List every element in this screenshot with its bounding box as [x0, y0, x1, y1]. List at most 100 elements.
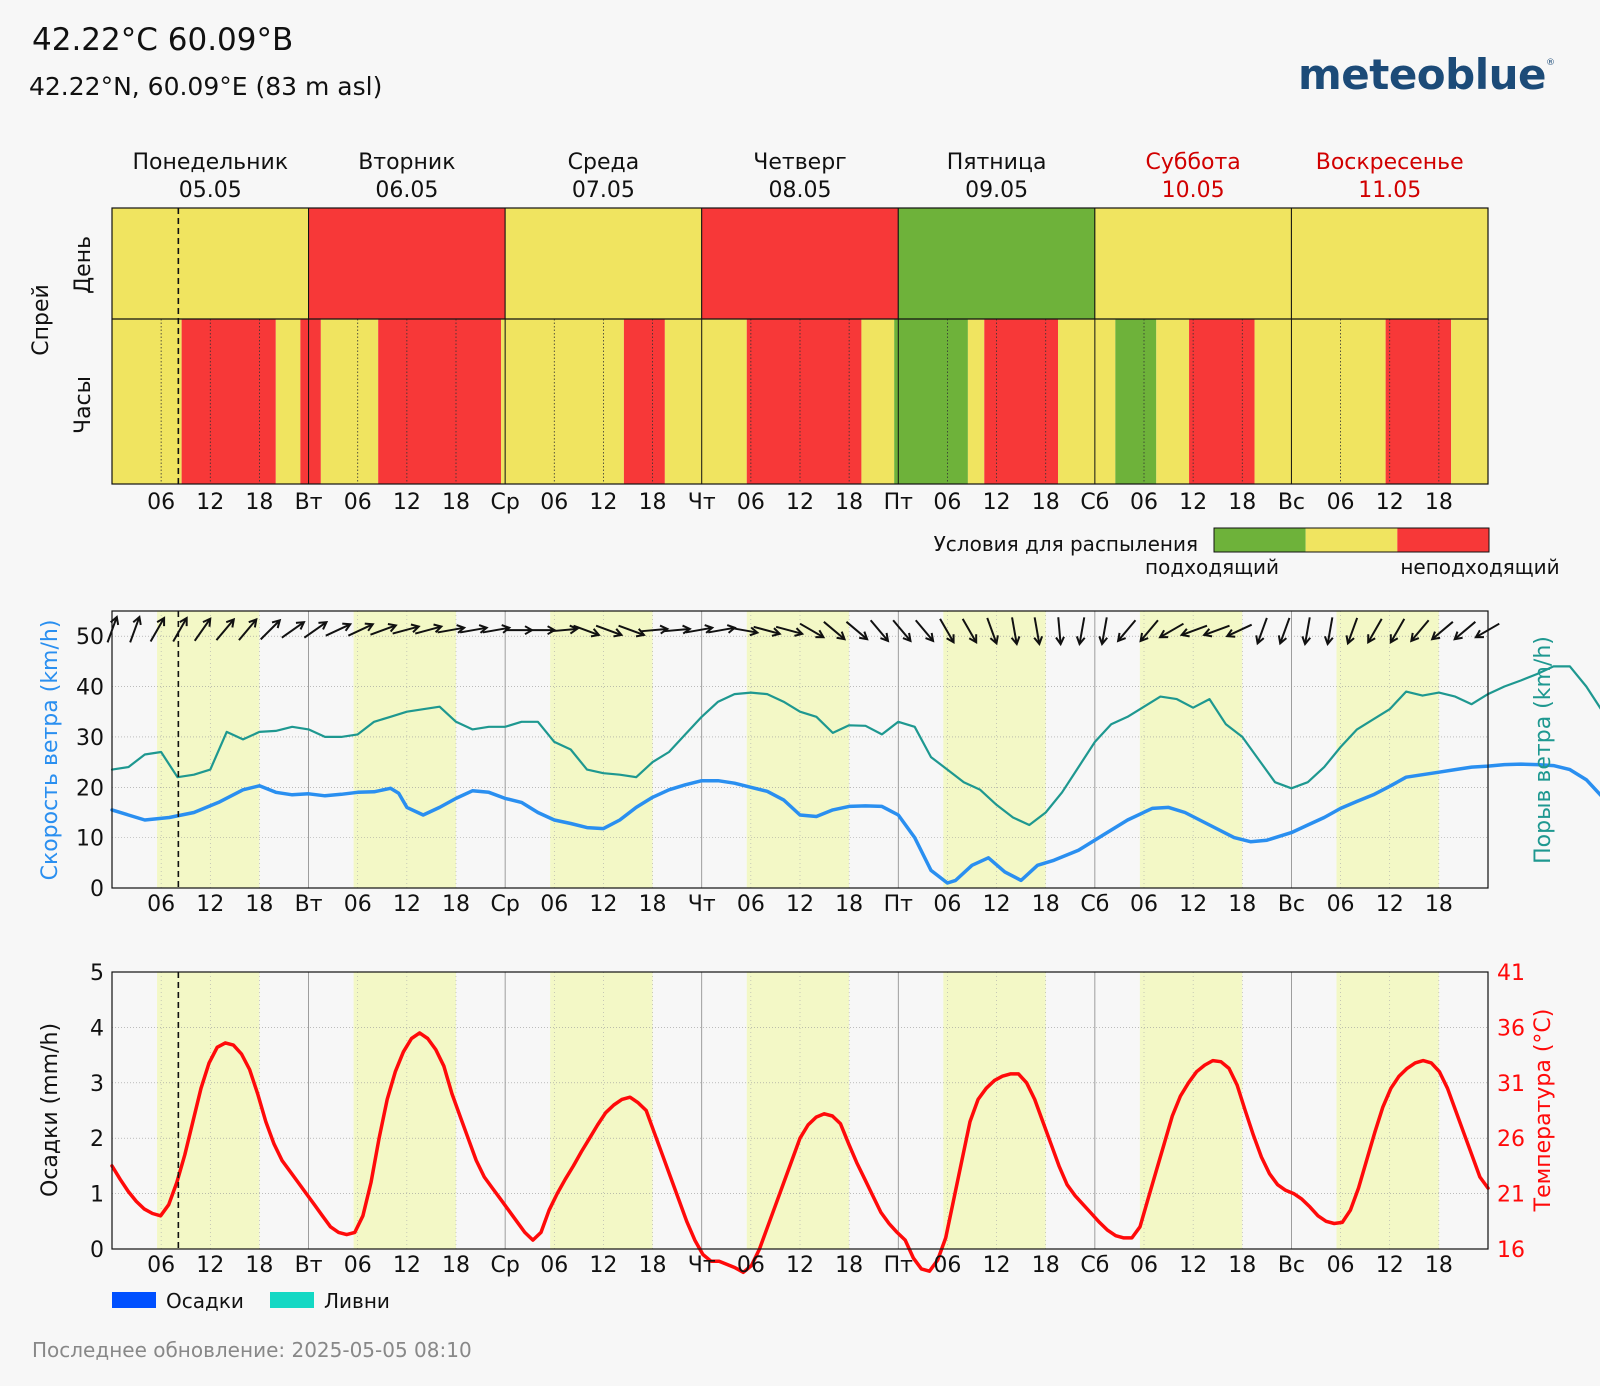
wind-direction-arrow [1345, 617, 1359, 646]
wind-hour-tick: 12 [1376, 892, 1404, 917]
temp-day-tick-6: Сб [1080, 1253, 1109, 1278]
meteoblue-logo[interactable]: meteoblue® [1298, 50, 1555, 99]
wind-direction-arrow [1075, 617, 1086, 646]
wind-daylight-band [353, 611, 456, 888]
spray-hour-block [664, 319, 702, 484]
wind-arrow-shaft [1476, 622, 1500, 638]
temp-panel-border [111, 971, 1489, 1250]
wind-direction-arrow [1010, 617, 1021, 646]
wind-arrow-shaft [106, 617, 118, 643]
wind-arrow-head [1202, 628, 1213, 638]
temp-y-tick-label: 21 [1497, 1183, 1525, 1208]
wind-direction-arrow [1430, 621, 1454, 641]
wind-hour-tick: 12 [786, 892, 814, 917]
wind-arrow-shaft [1390, 618, 1406, 642]
day-date-1: 05.05 [179, 178, 242, 203]
wind-direction-arrow [459, 624, 489, 634]
spray-section-label: Спрей [29, 284, 54, 356]
spray-hour-block [623, 319, 665, 484]
wind-arrow-head [1033, 636, 1043, 646]
day-date-6: 10.05 [1162, 178, 1225, 203]
wind-direction-arrow [347, 622, 375, 637]
wind-direction-arrow [662, 624, 692, 635]
spray-day-tick-7: Вс [1278, 490, 1305, 515]
wind-arrow-shaft [303, 621, 327, 639]
wind-speed-series-line [110, 762, 1600, 885]
temp-daylight-band [550, 972, 653, 1249]
day-name-7: Воскресенье [1316, 150, 1464, 175]
wind-arrow-head [1116, 632, 1127, 643]
wind-day-tick-7: Вс [1278, 892, 1305, 917]
temp-y-tick-label: 36 [1497, 1016, 1525, 1041]
wind-arrow-head [794, 627, 805, 637]
spray-hour-tick: 18 [442, 490, 470, 515]
wind-arrow-head [590, 628, 601, 638]
spray-hour-block [1156, 319, 1190, 484]
temp-y-tick-label: 16 [1497, 1238, 1525, 1263]
wind-arrow-shaft [1011, 617, 1018, 644]
wind-hour-tick: 06 [1130, 892, 1158, 917]
spray-panel-border [111, 207, 1489, 485]
wind-arrow-shaft [1257, 617, 1268, 643]
wind-arrow-head [156, 616, 166, 627]
wind-direction-arrow [914, 619, 935, 643]
precip-y-tick-label: 3 [90, 1072, 104, 1097]
wind-arrow-head [902, 632, 912, 643]
temp-hour-tick: 18 [639, 1253, 667, 1278]
wind-arrow-shaft [845, 621, 868, 640]
temp-hour-tick: 18 [835, 1253, 863, 1278]
wind-direction-arrow [1410, 619, 1430, 643]
wind-arrow-head [1389, 634, 1399, 645]
spray-hour-tick: 12 [1376, 490, 1404, 515]
temp-hour-tick: 12 [1376, 1253, 1404, 1278]
wind-arrow-head [248, 617, 258, 628]
spray-day-row-label: День [71, 236, 96, 294]
wind-hour-tick: 18 [1425, 892, 1453, 917]
wind-hour-tick: 12 [589, 892, 617, 917]
wind-arrow-head [989, 635, 999, 646]
wind-arrow-head [1225, 628, 1236, 638]
wind-arrow-shaft [193, 618, 211, 642]
wind-hour-tick: 06 [933, 892, 961, 917]
spray-hour-block [1254, 319, 1292, 484]
wind-arrow-head [132, 615, 142, 626]
wind-arrow-head [478, 624, 489, 634]
spray-day-cell-2 [308, 207, 506, 320]
wind-arrow-shaft [595, 624, 621, 636]
wind-daylight-band [746, 611, 850, 888]
wind-arrow-shaft [1033, 617, 1041, 644]
temp-hour-tick: 06 [344, 1253, 372, 1278]
spray-day-tick-6: Сб [1080, 490, 1109, 515]
wind-hour-tick: 06 [147, 892, 175, 917]
wind-hour-tick: 12 [393, 892, 421, 917]
wind-direction-arrow [172, 616, 188, 642]
wind-arrow-shaft [149, 618, 165, 642]
spray-day-cell-6 [1094, 207, 1292, 320]
wind-arrow-head [364, 622, 375, 632]
spray-hour-tick: 06 [344, 490, 372, 515]
wind-y-tick-label: 0 [90, 877, 104, 902]
wind-arrow-shaft [1347, 617, 1359, 643]
wind-arrow-head [202, 617, 212, 627]
temp-y-tick-label: 41 [1497, 961, 1525, 986]
spray-hour-tick: 18 [245, 490, 273, 515]
temp-daylight-band [746, 972, 850, 1249]
wind-arrow-shaft [1432, 621, 1454, 640]
temp-day-tick-7: Вс [1278, 1253, 1305, 1278]
spray-hour-block [1385, 319, 1452, 484]
wind-arrow-head [859, 631, 869, 641]
wind-arrow-head [1098, 636, 1108, 646]
location-subtitle: 42.22°N, 60.09°E (83 m asl) [29, 72, 383, 101]
wind-direction-arrow [1255, 617, 1268, 646]
day-name-6: Суббота [1146, 150, 1241, 175]
spray-hour-block [275, 319, 301, 484]
wind-arrow-head [225, 617, 236, 628]
wind-daylight-band [943, 611, 1046, 888]
wind-arrow-head [1345, 635, 1355, 646]
wind-direction-arrow [730, 626, 760, 637]
wind-arrow-shaft [215, 619, 234, 641]
wind-direction-arrow [1453, 621, 1477, 641]
wind-direction-arrow [129, 615, 142, 643]
precip-y-tick-label: 0 [90, 1238, 104, 1263]
